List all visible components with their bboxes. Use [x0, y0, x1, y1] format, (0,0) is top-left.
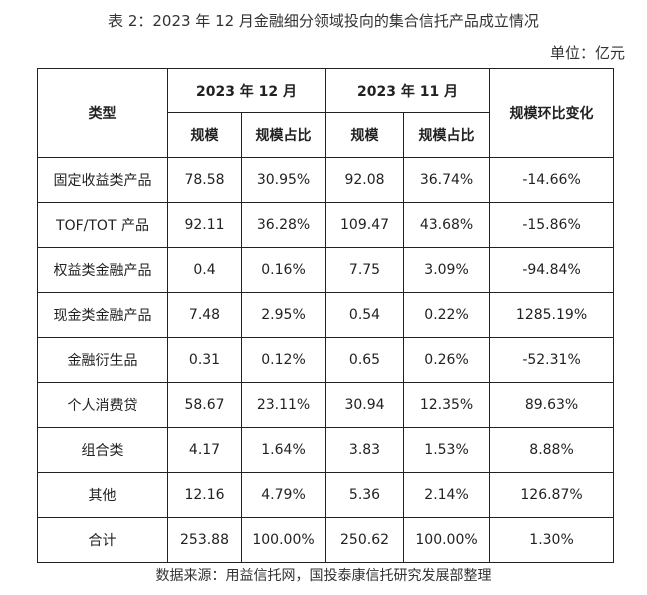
cell-nov-share: 2.14%: [403, 472, 491, 518]
cell-dec-scale: 0.31: [167, 337, 242, 383]
cell-nov-scale: 3.83: [325, 427, 405, 473]
cell-dec-share: 36.28%: [240, 202, 327, 248]
header-row-sub: 规模 规模占比 规模 规模占比: [38, 112, 614, 158]
cell-nov-scale: 92.08: [325, 157, 405, 203]
table-row: 组合类 4.17 1.64% 3.83 1.53% 8.88%: [37, 427, 615, 473]
cell-nov-share: 0.26%: [403, 337, 491, 383]
table-row: 现金类金融产品 7.48 2.95% 0.54 0.22% 1285.19%: [37, 292, 615, 338]
cell-dec-scale: 0.4: [167, 247, 242, 293]
cell-change: 89.63%: [489, 382, 615, 428]
cell-change: 1285.19%: [489, 292, 615, 338]
table-title: 表 2：2023 年 12 月金融细分领域投向的集合信托产品成立情况: [108, 12, 539, 30]
cell-dec-scale: 12.16: [167, 472, 242, 518]
cell-change: 8.88%: [489, 427, 615, 473]
cell-nov-share: 1.53%: [403, 427, 491, 473]
header-mom-change: 规模环比变化: [489, 68, 615, 158]
data-source-note: 数据来源：用益信托网，国投泰康信托研究发展部整理: [155, 568, 492, 584]
cell-nov-share: 36.74%: [403, 157, 491, 203]
table-row-total: 合计 253.88 100.00% 250.62 100.00% 1.30%: [37, 517, 615, 563]
cell-change: -52.31%: [489, 337, 615, 383]
cell-nov-scale: 0.65: [325, 337, 405, 383]
table-row: 其他 12.16 4.79% 5.36 2.14% 126.87%: [37, 472, 615, 518]
cell-nov-share: 0.22%: [403, 292, 491, 338]
cell-nov-share: 3.09%: [403, 247, 491, 293]
cell-type: 合计: [37, 517, 168, 563]
cell-change: -15.86%: [489, 202, 615, 248]
cell-type: 固定收益类产品: [37, 157, 168, 203]
header-dec-share: 规模占比: [240, 112, 327, 158]
cell-change: -14.66%: [489, 157, 615, 203]
cell-nov-scale: 109.47: [325, 202, 405, 248]
table-row: 固定收益类产品 78.58 30.95% 92.08 36.74% -14.66…: [37, 157, 615, 203]
cell-dec-share: 1.64%: [240, 427, 327, 473]
cell-dec-scale: 4.17: [167, 427, 242, 473]
header-type: 类型: [37, 68, 168, 158]
table-row: 金融衍生品 0.31 0.12% 0.65 0.26% -52.31%: [37, 337, 615, 383]
cell-dec-share: 4.79%: [240, 472, 327, 518]
cell-change: 1.30%: [489, 517, 615, 563]
cell-dec-share: 0.12%: [240, 337, 327, 383]
cell-nov-scale: 7.75: [325, 247, 405, 293]
header-nov-scale: 规模: [325, 112, 405, 158]
table-row: TOF/TOT 产品 92.11 36.28% 109.47 43.68% -1…: [37, 202, 615, 248]
cell-type: 权益类金融产品: [37, 247, 168, 293]
cell-nov-share: 43.68%: [403, 202, 491, 248]
unit-label: 单位：亿元: [549, 44, 625, 62]
cell-dec-scale: 92.11: [167, 202, 242, 248]
cell-dec-share: 100.00%: [240, 517, 327, 563]
header-row-top: 类型 2023 年 12 月 2023 年 11 月 规模环比变化: [37, 68, 615, 158]
cell-dec-share: 23.11%: [240, 382, 327, 428]
cell-nov-scale: 0.54: [325, 292, 405, 338]
table-row: 权益类金融产品 0.4 0.16% 7.75 3.09% -94.84%: [37, 247, 615, 293]
cell-nov-scale: 5.36: [325, 472, 405, 518]
cell-type: 现金类金融产品: [37, 292, 168, 338]
data-table: 类型 2023 年 12 月 2023 年 11 月 规模环比变化 规模 规模占…: [37, 68, 615, 563]
cell-dec-share: 30.95%: [240, 157, 327, 203]
header-period-nov: 2023 年 11 月: [325, 68, 491, 113]
cell-type: 其他: [37, 472, 168, 518]
cell-type: 金融衍生品: [37, 337, 168, 383]
cell-nov-share: 100.00%: [403, 517, 491, 563]
table-row: 个人消费贷 58.67 23.11% 30.94 12.35% 89.63%: [37, 382, 615, 428]
cell-nov-scale: 250.62: [325, 517, 405, 563]
header-nov-share: 规模占比: [403, 112, 491, 158]
cell-dec-scale: 78.58: [167, 157, 242, 203]
cell-dec-share: 2.95%: [240, 292, 327, 338]
cell-nov-share: 12.35%: [403, 382, 491, 428]
cell-dec-scale: 253.88: [167, 517, 242, 563]
cell-type: 个人消费贷: [37, 382, 168, 428]
header-dec-scale: 规模: [167, 112, 242, 158]
cell-change: 126.87%: [489, 472, 615, 518]
cell-dec-share: 0.16%: [240, 247, 327, 293]
header-period-dec: 2023 年 12 月: [166, 68, 327, 113]
cell-change: -94.84%: [489, 247, 615, 293]
cell-dec-scale: 58.67: [167, 382, 242, 428]
cell-dec-scale: 7.48: [167, 292, 242, 338]
cell-nov-scale: 30.94: [325, 382, 405, 428]
cell-type: TOF/TOT 产品: [37, 202, 168, 248]
cell-type: 组合类: [37, 427, 168, 473]
